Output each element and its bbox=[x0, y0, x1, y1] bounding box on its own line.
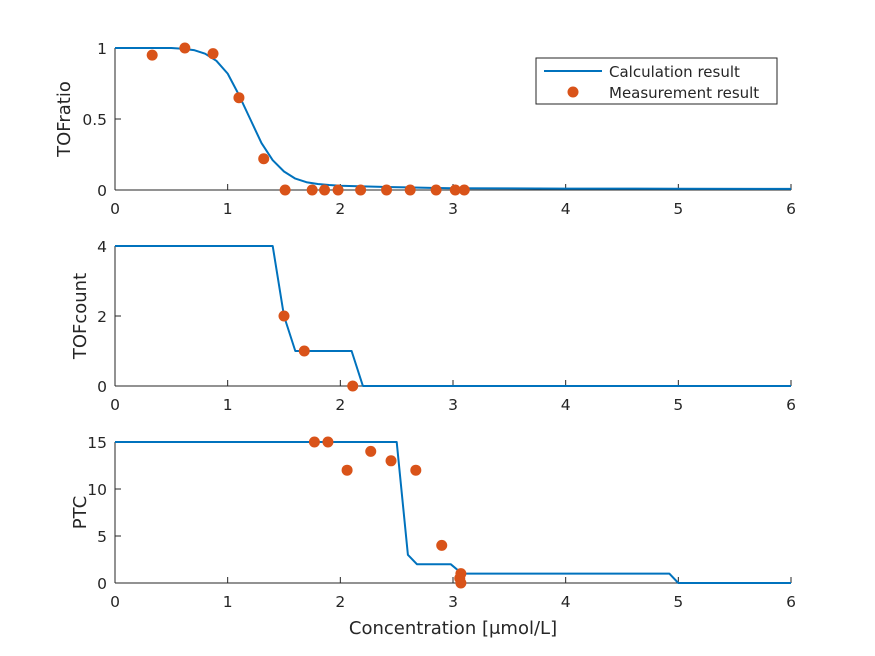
x-tick-label: 1 bbox=[223, 200, 233, 218]
calculation-line bbox=[115, 245, 791, 387]
y-tick-label: 5 bbox=[97, 528, 107, 546]
y-tick-label: 4 bbox=[97, 238, 107, 256]
measurement-point bbox=[341, 464, 353, 476]
x-tick-label: 0 bbox=[110, 396, 120, 414]
measurement-point bbox=[430, 184, 442, 196]
x-tick-label: 5 bbox=[673, 593, 683, 611]
x-tick-label: 4 bbox=[561, 200, 571, 218]
measurement-point bbox=[298, 345, 310, 357]
subplot-1: 0 1 2 3 4 5 6 0 0.5 1 TOFratio bbox=[54, 40, 796, 218]
y-tick-label: 1 bbox=[97, 40, 107, 58]
x-axis-label: Concentration [μmol/L] bbox=[349, 618, 557, 639]
y-tick-label: 0.5 bbox=[82, 111, 107, 129]
legend: Calculation result Measurement result bbox=[535, 57, 778, 105]
x-tick-label: 0 bbox=[110, 593, 120, 611]
x-tick-label: 0 bbox=[110, 200, 120, 218]
y-tick-label: 2 bbox=[97, 308, 107, 326]
x-tick-label: 3 bbox=[448, 200, 458, 218]
x-tick-label: 2 bbox=[335, 593, 345, 611]
calculation-line bbox=[115, 441, 791, 584]
x-tick-label: 5 bbox=[673, 396, 683, 414]
legend-marker-label: Measurement result bbox=[609, 84, 759, 102]
measurement-point bbox=[279, 184, 291, 196]
measurement-point bbox=[365, 445, 377, 457]
y-tick-label: 0 bbox=[97, 575, 107, 593]
measurement-point bbox=[455, 577, 467, 589]
x-tick-label: 3 bbox=[448, 396, 458, 414]
x-tick-label: 6 bbox=[786, 396, 796, 414]
y-axis-label: TOFcount bbox=[70, 273, 91, 360]
measurement-point bbox=[449, 184, 461, 196]
measurement-point bbox=[233, 92, 245, 104]
measurement-point bbox=[347, 380, 359, 392]
measurement-point bbox=[258, 153, 270, 165]
y-tick-label: 0 bbox=[97, 378, 107, 396]
measurement-point bbox=[308, 436, 320, 448]
x-tick-label: 5 bbox=[673, 200, 683, 218]
measurement-point bbox=[355, 184, 367, 196]
x-tick-label: 1 bbox=[223, 396, 233, 414]
legend-marker-swatch bbox=[567, 86, 579, 98]
subplot-3: 0 1 2 3 4 5 6 0 5 10 15 PTC Concentration [μmol/L] bbox=[70, 434, 796, 639]
measurement-point bbox=[146, 49, 158, 61]
measurement-point bbox=[332, 184, 344, 196]
measurement-point bbox=[306, 184, 318, 196]
y-tick-label: 10 bbox=[87, 481, 107, 499]
x-tick-label: 4 bbox=[561, 396, 571, 414]
x-tick-label: 3 bbox=[448, 593, 458, 611]
x-tick-label: 4 bbox=[561, 593, 571, 611]
measurement-point bbox=[207, 48, 219, 60]
x-tick-label: 6 bbox=[786, 593, 796, 611]
measurement-point bbox=[436, 539, 448, 551]
x-tick-label: 2 bbox=[335, 396, 345, 414]
measurement-point bbox=[179, 42, 191, 54]
legend-line-label: Calculation result bbox=[609, 63, 740, 81]
subplot-2: 0 1 2 3 4 5 6 0 2 4 TOFcount bbox=[70, 238, 796, 414]
y-tick-label: 0 bbox=[97, 182, 107, 200]
measurement-point bbox=[385, 455, 397, 467]
x-tick-label: 2 bbox=[335, 200, 345, 218]
measurement-point bbox=[319, 184, 331, 196]
measurement-point bbox=[410, 464, 422, 476]
x-tick-label: 1 bbox=[223, 593, 233, 611]
y-tick-label: 15 bbox=[87, 434, 107, 452]
measurement-point bbox=[381, 184, 393, 196]
x-tick-label: 6 bbox=[786, 200, 796, 218]
y-axis-label: TOFratio bbox=[54, 81, 75, 158]
measurement-point bbox=[458, 184, 470, 196]
measurement-point bbox=[278, 310, 290, 322]
measurement-point bbox=[322, 436, 334, 448]
measurement-point bbox=[404, 184, 416, 196]
y-axis-label: PTC bbox=[70, 496, 91, 529]
